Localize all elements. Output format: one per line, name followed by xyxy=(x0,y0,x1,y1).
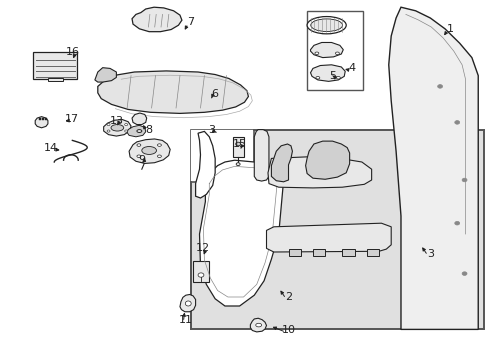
Ellipse shape xyxy=(454,121,459,124)
Text: 13: 13 xyxy=(109,116,123,126)
Bar xyxy=(192,261,209,282)
Polygon shape xyxy=(388,7,477,329)
Text: 3: 3 xyxy=(207,125,214,135)
Ellipse shape xyxy=(198,273,203,277)
Ellipse shape xyxy=(235,142,240,146)
Text: 3: 3 xyxy=(426,249,433,259)
Text: 14: 14 xyxy=(44,143,58,153)
Polygon shape xyxy=(310,65,345,81)
Text: 6: 6 xyxy=(211,89,218,99)
Ellipse shape xyxy=(461,178,466,182)
Ellipse shape xyxy=(335,52,339,55)
Text: 12: 12 xyxy=(196,243,209,253)
Ellipse shape xyxy=(137,155,141,158)
Polygon shape xyxy=(310,42,343,58)
Polygon shape xyxy=(180,294,195,312)
Ellipse shape xyxy=(310,19,342,31)
Bar xyxy=(190,130,254,182)
Bar xyxy=(42,118,44,120)
Ellipse shape xyxy=(107,123,110,126)
Text: 4: 4 xyxy=(348,63,355,73)
Text: 2: 2 xyxy=(285,292,291,302)
Ellipse shape xyxy=(255,323,261,327)
Text: 5: 5 xyxy=(328,71,335,81)
Bar xyxy=(342,249,354,256)
Bar xyxy=(190,130,483,329)
Polygon shape xyxy=(103,120,131,136)
Text: 8: 8 xyxy=(145,125,152,135)
Polygon shape xyxy=(129,139,170,163)
Bar xyxy=(306,11,363,90)
Bar xyxy=(39,118,41,120)
Text: 9: 9 xyxy=(138,155,145,165)
Bar xyxy=(366,249,378,256)
Polygon shape xyxy=(305,141,349,179)
Ellipse shape xyxy=(185,301,191,306)
Polygon shape xyxy=(132,113,146,125)
Ellipse shape xyxy=(157,155,161,158)
Bar xyxy=(232,137,243,157)
Polygon shape xyxy=(199,160,283,306)
Ellipse shape xyxy=(454,221,459,225)
Polygon shape xyxy=(195,131,215,198)
Polygon shape xyxy=(271,144,292,182)
Ellipse shape xyxy=(137,144,141,146)
Ellipse shape xyxy=(124,123,127,126)
Ellipse shape xyxy=(137,130,142,132)
Ellipse shape xyxy=(314,52,318,55)
Bar xyxy=(33,52,77,79)
Bar xyxy=(288,249,300,256)
Polygon shape xyxy=(98,71,248,113)
Ellipse shape xyxy=(336,77,340,79)
Ellipse shape xyxy=(437,85,442,88)
Ellipse shape xyxy=(306,17,346,34)
Ellipse shape xyxy=(236,163,240,166)
Polygon shape xyxy=(250,318,266,332)
Text: 11: 11 xyxy=(179,315,192,325)
Text: 1: 1 xyxy=(446,24,452,34)
Polygon shape xyxy=(267,157,371,188)
Text: 15: 15 xyxy=(232,139,246,149)
Bar xyxy=(45,118,47,120)
Text: 10: 10 xyxy=(281,325,295,336)
Polygon shape xyxy=(254,130,268,181)
Bar xyxy=(48,78,62,81)
Polygon shape xyxy=(127,125,145,137)
Text: 7: 7 xyxy=(187,17,194,27)
Text: 17: 17 xyxy=(65,114,79,124)
Polygon shape xyxy=(95,68,116,82)
Polygon shape xyxy=(35,117,48,128)
Ellipse shape xyxy=(315,77,319,79)
Ellipse shape xyxy=(124,130,127,132)
Polygon shape xyxy=(266,223,390,252)
Ellipse shape xyxy=(111,125,123,131)
Text: 16: 16 xyxy=(65,47,79,57)
Ellipse shape xyxy=(461,272,466,275)
Polygon shape xyxy=(132,7,182,32)
Ellipse shape xyxy=(107,130,110,132)
Ellipse shape xyxy=(142,147,156,154)
Bar xyxy=(312,249,325,256)
Ellipse shape xyxy=(157,144,161,146)
